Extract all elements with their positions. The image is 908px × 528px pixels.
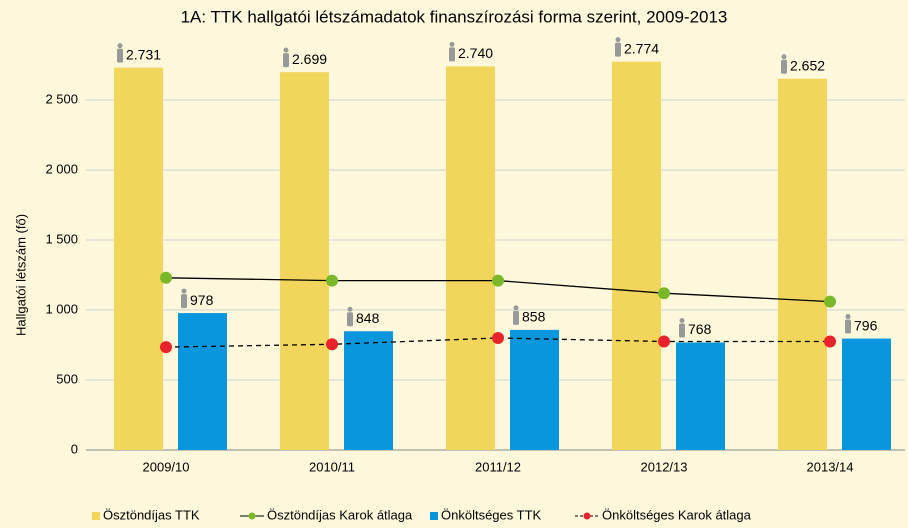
legend-label: Önköltséges TTK [441,507,542,522]
person-head [679,317,685,323]
bar [446,66,495,451]
person-head [845,314,851,320]
value-label: 848 [356,310,380,326]
legend-label: Önköltséges Karok átlaga [602,507,752,522]
person-body [283,53,289,68]
value-label: 858 [522,309,546,325]
y-tick-label: 500 [56,371,78,386]
x-tick-label: 2010/11 [309,459,355,474]
x-tick-label: 2009/10 [143,459,190,474]
person-icon [347,306,353,327]
person-body [513,310,519,325]
person-icon [679,317,685,338]
legend-swatch [430,512,438,520]
person-body [781,59,787,74]
person-icon [781,54,787,74]
person-head [513,305,519,311]
line-point [326,338,338,351]
y-tick-label: 2 000 [45,161,78,176]
person-body [117,48,123,63]
legend-marker [583,512,591,520]
person-head [181,288,187,294]
person-icon [181,288,187,309]
legend-label: Ösztöndíjas Karok átlaga [267,507,413,522]
bar [612,61,661,450]
bar [280,72,329,450]
value-label: 978 [190,292,214,308]
line-point [160,271,172,284]
x-tick-label: 2012/13 [641,459,688,474]
y-tick-label: 2 500 [45,91,78,106]
bar [510,329,559,450]
value-label: 2.731 [126,46,161,62]
bar [344,331,393,450]
person-body [615,42,621,57]
person-body [181,294,187,309]
bar [676,342,725,450]
person-head [283,47,289,53]
line-point [658,335,670,348]
person-head [449,41,455,47]
value-label: 2.699 [292,51,327,67]
x-tick-label: 2013/14 [807,459,854,474]
value-label: 2.740 [458,45,493,61]
line-point [160,341,172,354]
bar [114,67,163,450]
person-icon [449,41,455,62]
person-body [449,47,455,62]
value-label: 768 [688,321,712,337]
person-head [347,306,353,312]
person-head [781,54,787,60]
y-axis-label: Hallgatói létszám (fő) [13,214,28,336]
bar [842,338,891,450]
line-point [492,332,504,344]
person-head [615,37,621,43]
bar [778,78,827,450]
person-icon [117,43,123,63]
person-body [845,319,851,334]
person-icon [845,314,851,334]
y-tick-label: 1 000 [45,301,78,316]
person-icon [283,47,289,68]
bar [178,313,227,450]
person-head [117,43,123,49]
y-tick-label: 1 500 [45,231,78,246]
legend-swatch [92,512,100,520]
line-point [326,274,338,287]
line-point [492,274,504,287]
person-body [679,323,685,338]
value-label: 796 [854,317,878,333]
line [165,337,830,348]
person-icon [513,305,519,325]
value-label: 2.652 [790,57,825,73]
person-body [347,312,353,327]
person-icon [615,37,621,57]
value-label: 2.774 [624,40,659,56]
chart-title: 1A: TTK hallgatói létszámadatok finanszí… [181,7,728,26]
legend-label: Ösztöndíjas TTK [103,507,200,522]
legend-marker [248,512,256,520]
line-point [824,295,836,308]
x-tick-label: 2011/12 [475,459,521,474]
line-point [824,335,836,348]
y-tick-label: 0 [71,441,78,456]
line-point [658,287,670,300]
